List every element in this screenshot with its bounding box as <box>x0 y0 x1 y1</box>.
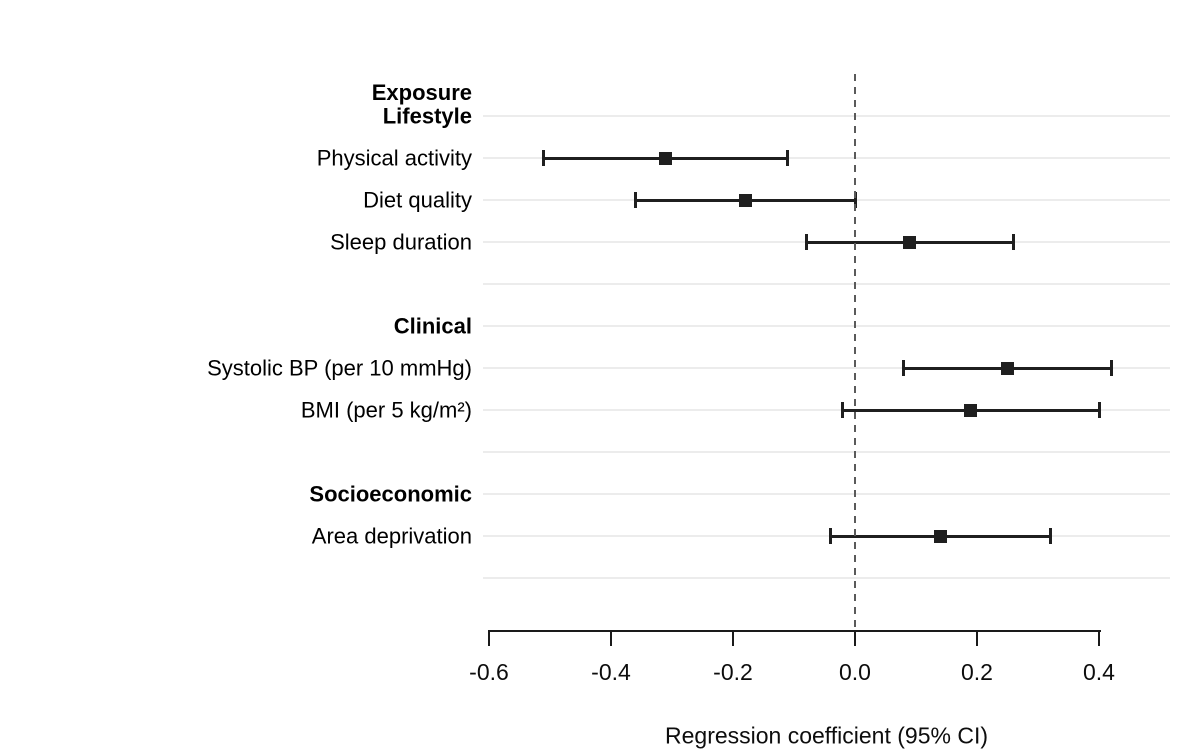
gridline <box>483 157 1170 159</box>
gridline <box>483 367 1170 369</box>
gridline <box>483 409 1170 411</box>
y-axis-header: Exposure <box>371 80 472 105</box>
ci-cap-high <box>1097 402 1101 418</box>
gridline <box>483 115 1170 117</box>
row-label: Area deprivation <box>311 523 472 549</box>
x-tick <box>488 630 490 646</box>
ci-cap-low <box>829 528 833 544</box>
ci-cap-low <box>804 234 808 250</box>
group-label: Socioeconomic <box>309 481 472 507</box>
row-label: Diet quality <box>363 187 472 213</box>
row-label: BMI (per 5 kg/m²) <box>300 397 472 423</box>
point-estimate-marker <box>933 529 947 543</box>
ci-cap-high <box>1048 528 1052 544</box>
x-tick <box>610 630 612 646</box>
row-label: Physical activity <box>316 145 472 171</box>
point-estimate-marker <box>1001 361 1014 375</box>
point-estimate-marker <box>964 403 978 417</box>
point-estimate-marker <box>738 193 752 207</box>
x-tick-label: -0.6 <box>469 659 509 685</box>
ci-cap-high <box>1109 360 1113 376</box>
gridline <box>483 535 1170 537</box>
point-estimate-marker <box>659 151 673 165</box>
x-tick <box>1098 630 1100 646</box>
group-label: Clinical <box>393 313 472 339</box>
x-axis-title: Regression coefficient (95% CI) <box>665 722 988 749</box>
ci-cap-high <box>1012 234 1016 250</box>
point-estimate-marker <box>903 235 917 249</box>
gridline <box>483 325 1170 327</box>
row-label: Sleep duration <box>330 229 472 255</box>
x-tick-label: 0.4 <box>1083 659 1115 685</box>
ci-cap-low <box>542 150 546 166</box>
gridline <box>483 451 1170 453</box>
gridline <box>483 577 1170 579</box>
x-axis-line <box>488 630 1101 632</box>
x-tick <box>732 630 734 646</box>
x-tick <box>854 630 856 646</box>
gridline <box>483 493 1170 495</box>
x-tick-label: 0.2 <box>961 659 993 685</box>
ci-cap-low <box>902 360 906 376</box>
x-tick <box>976 630 978 646</box>
gridline <box>483 283 1170 285</box>
ci-cap-low <box>841 402 845 418</box>
ci-cap-high <box>786 150 790 166</box>
group-label: Lifestyle <box>382 103 472 129</box>
x-tick-label: -0.4 <box>591 659 631 685</box>
x-tick-label: 0.0 <box>839 659 871 685</box>
x-tick-label: -0.2 <box>713 659 753 685</box>
zero-reference-line <box>854 74 856 631</box>
ci-cap-low <box>633 192 637 208</box>
row-label: Systolic BP (per 10 mmHg) <box>207 355 472 381</box>
